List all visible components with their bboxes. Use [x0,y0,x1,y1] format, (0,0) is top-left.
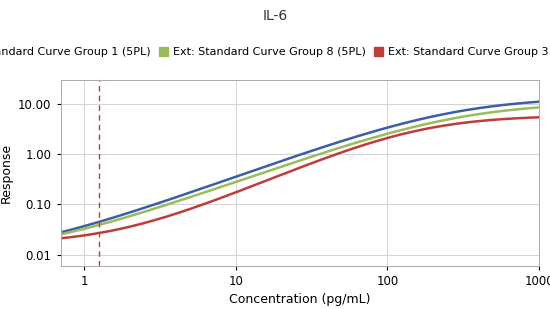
Line: Ext: Standard Curve Group 3 (4PL): Ext: Standard Curve Group 3 (4PL) [56,117,539,239]
Ext: Standard Curve Group 8 (5PL): (87.3, 2.3): Standard Curve Group 8 (5PL): (87.3, 2.3… [375,134,382,138]
Ext: Standard Curve Group 3 (4PL): (163, 3.05): Standard Curve Group 3 (4PL): (163, 3.05… [416,128,423,132]
Ext: Standard Curve Group 3 (4PL): (18, 0.346): Standard Curve Group 3 (4PL): (18, 0.346… [271,176,278,179]
Ext: Standard Curve Group 8 (5PL): (1e+03, 8.65): Standard Curve Group 8 (5PL): (1e+03, 8.… [536,106,542,109]
Standard Curve Group 1 (5PL) [375,128,382,132]
Ext: Standard Curve Group 3 (4PL): (87.3, 1.89): Standard Curve Group 3 (4PL): (87.3, 1.8… [375,139,382,142]
Line: Standard Curve Group 1 (5PL): Standard Curve Group 1 (5PL) [56,102,539,234]
Ext: Standard Curve Group 8 (5PL): (4.29, 0.12): Standard Curve Group 8 (5PL): (4.29, 0.1… [177,199,183,202]
Legend: Standard Curve Group 1 (5PL), Ext: Standard Curve Group 8 (5PL), Ext: Standard C: Standard Curve Group 1 (5PL), Ext: Stand… [0,43,550,61]
Standard Curve Group 1 (5PL) [52,232,59,235]
Ext: Standard Curve Group 8 (5PL): (18, 0.511): Standard Curve Group 8 (5PL): (18, 0.511… [271,167,278,171]
Text: IL-6: IL-6 [262,9,288,23]
Standard Curve Group 1 (5PL) [138,207,145,211]
Ext: Standard Curve Group 8 (5PL): (49.1, 1.37): Standard Curve Group 8 (5PL): (49.1, 1.3… [337,146,344,149]
X-axis label: Concentration (pg/mL): Concentration (pg/mL) [229,293,371,306]
Ext: Standard Curve Group 3 (4PL): (49.1, 1.08): Standard Curve Group 3 (4PL): (49.1, 1.0… [337,151,344,154]
Ext: Standard Curve Group 3 (4PL): (0.65, 0.0207): Standard Curve Group 3 (4PL): (0.65, 0.0… [52,237,59,241]
Standard Curve Group 1 (5PL) [271,162,278,165]
Standard Curve Group 1 (5PL) [177,194,183,198]
Ext: Standard Curve Group 8 (5PL): (0.65, 0.0241): Standard Curve Group 8 (5PL): (0.65, 0.0… [52,234,59,237]
Y-axis label: Response: Response [0,143,13,203]
Standard Curve Group 1 (5PL) [416,117,423,121]
Standard Curve Group 1 (5PL) [536,100,542,104]
Standard Curve Group 1 (5PL) [337,140,344,143]
Ext: Standard Curve Group 8 (5PL): (2.38, 0.0684): Standard Curve Group 8 (5PL): (2.38, 0.0… [138,211,145,215]
Ext: Standard Curve Group 3 (4PL): (2.38, 0.0411): Standard Curve Group 3 (4PL): (2.38, 0.0… [138,222,145,226]
Ext: Standard Curve Group 8 (5PL): (163, 3.76): Standard Curve Group 8 (5PL): (163, 3.76… [416,124,423,127]
Ext: Standard Curve Group 3 (4PL): (4.29, 0.0697): Standard Curve Group 3 (4PL): (4.29, 0.0… [177,210,183,214]
Ext: Standard Curve Group 3 (4PL): (1e+03, 5.49): Standard Curve Group 3 (4PL): (1e+03, 5.… [536,116,542,119]
Line: Ext: Standard Curve Group 8 (5PL): Ext: Standard Curve Group 8 (5PL) [56,108,539,235]
